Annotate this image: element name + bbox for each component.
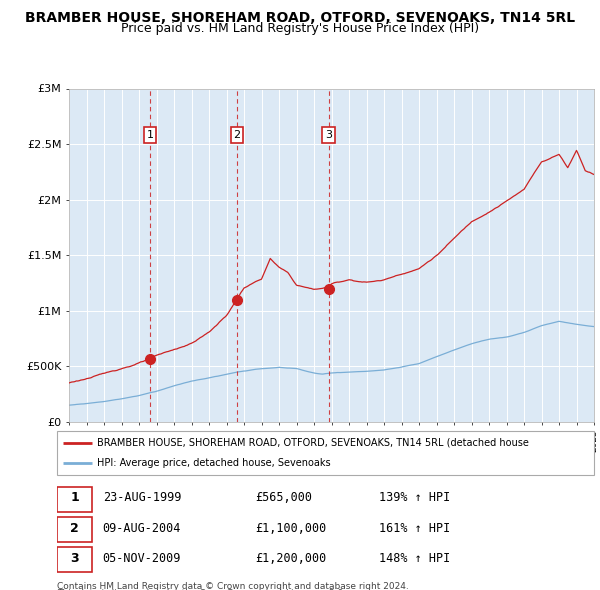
Text: 05-NOV-2009: 05-NOV-2009: [103, 552, 181, 565]
Text: £1,100,000: £1,100,000: [256, 522, 327, 535]
Text: 1: 1: [70, 491, 79, 504]
FancyBboxPatch shape: [57, 517, 92, 542]
FancyBboxPatch shape: [57, 548, 92, 572]
Text: BRAMBER HOUSE, SHOREHAM ROAD, OTFORD, SEVENOAKS, TN14 5RL (detached house: BRAMBER HOUSE, SHOREHAM ROAD, OTFORD, SE…: [97, 438, 529, 448]
Text: Price paid vs. HM Land Registry's House Price Index (HPI): Price paid vs. HM Land Registry's House …: [121, 22, 479, 35]
Text: 148% ↑ HPI: 148% ↑ HPI: [379, 552, 451, 565]
Text: 23-AUG-1999: 23-AUG-1999: [103, 491, 181, 504]
Text: HPI: Average price, detached house, Sevenoaks: HPI: Average price, detached house, Seve…: [97, 458, 331, 468]
Text: BRAMBER HOUSE, SHOREHAM ROAD, OTFORD, SEVENOAKS, TN14 5RL: BRAMBER HOUSE, SHOREHAM ROAD, OTFORD, SE…: [25, 11, 575, 25]
Text: 09-AUG-2004: 09-AUG-2004: [103, 522, 181, 535]
Text: This data is licensed under the Open Government Licence v3.0.: This data is licensed under the Open Gov…: [57, 589, 346, 590]
Text: 161% ↑ HPI: 161% ↑ HPI: [379, 522, 451, 535]
Text: 3: 3: [70, 552, 79, 565]
Text: £1,200,000: £1,200,000: [256, 552, 327, 565]
FancyBboxPatch shape: [57, 487, 92, 512]
Text: £565,000: £565,000: [256, 491, 313, 504]
Text: 1: 1: [147, 130, 154, 140]
Text: 2: 2: [233, 130, 241, 140]
Text: 139% ↑ HPI: 139% ↑ HPI: [379, 491, 451, 504]
Text: Contains HM Land Registry data © Crown copyright and database right 2024.: Contains HM Land Registry data © Crown c…: [57, 582, 409, 590]
Text: 2: 2: [70, 522, 79, 535]
Text: 3: 3: [325, 130, 332, 140]
